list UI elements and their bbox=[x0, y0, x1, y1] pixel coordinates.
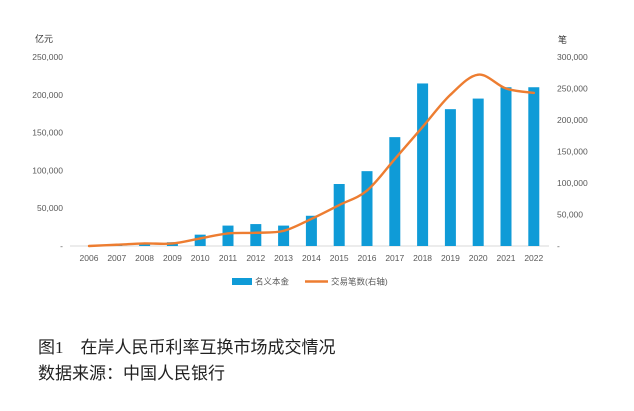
right-axis-tick-label: 100,000 bbox=[557, 178, 588, 188]
x-axis: 2006 2007 2008 2009 2010 2011 2012 2013 2014 2015… bbox=[80, 253, 544, 263]
right-axis-tick-label: 50,000 bbox=[557, 210, 583, 220]
bar bbox=[222, 225, 234, 246]
right-axis-tick-label: 250,000 bbox=[557, 84, 588, 94]
legend-label-trades: 交易笔数(右轴) bbox=[331, 277, 388, 287]
x-axis-tick-label: 2017 bbox=[385, 253, 404, 263]
line-point bbox=[310, 217, 313, 221]
x-axis-tick-label: 2022 bbox=[524, 253, 543, 263]
figure-label: 图1 bbox=[38, 338, 64, 357]
line-points bbox=[87, 73, 535, 248]
line-point bbox=[226, 232, 230, 235]
right-axis-tick-label: - bbox=[557, 241, 560, 251]
legend: 名义本金 交易笔数(右轴) bbox=[232, 277, 388, 287]
bar bbox=[333, 184, 345, 246]
bar bbox=[472, 98, 484, 246]
x-axis-tick-label: 2020 bbox=[469, 253, 488, 263]
x-axis-tick-label: 2012 bbox=[246, 253, 265, 263]
line-point bbox=[393, 157, 396, 161]
left-axis-unit: 亿元 bbox=[35, 33, 53, 44]
bar bbox=[278, 225, 290, 246]
x-axis-tick-label: 2008 bbox=[135, 253, 154, 263]
bar bbox=[361, 171, 373, 246]
x-axis-tick-label: 2006 bbox=[80, 253, 99, 263]
right-axis-tick-label: 200,000 bbox=[557, 115, 588, 125]
line-point bbox=[115, 243, 118, 246]
x-axis-tick-label: 2009 bbox=[163, 253, 182, 263]
line-point bbox=[449, 93, 452, 96]
line-point bbox=[338, 203, 341, 207]
bar bbox=[444, 109, 456, 246]
left-axis-tick-label: 200,000 bbox=[32, 90, 63, 100]
line-point bbox=[532, 91, 535, 95]
bar bbox=[305, 215, 317, 246]
x-axis-tick-label: 2019 bbox=[441, 253, 460, 263]
right-axis: - 50,000 100,000 150,000 200,000 250,000 300,0… bbox=[557, 52, 588, 251]
line-point bbox=[143, 242, 146, 245]
line-point bbox=[87, 244, 91, 248]
line-point bbox=[254, 231, 257, 234]
x-axis-tick-label: 2007 bbox=[107, 253, 126, 263]
x-axis-tick-label: 2015 bbox=[330, 253, 349, 263]
right-axis-unit: 笔 bbox=[558, 34, 567, 45]
figure-caption: 图1 在岸人民币利率互换市场成交情况 bbox=[38, 338, 336, 358]
bar bbox=[389, 137, 401, 246]
line-point bbox=[477, 73, 480, 76]
line-point bbox=[421, 125, 424, 129]
legend-swatch-notional bbox=[232, 278, 252, 285]
x-axis-tick-label: 2016 bbox=[358, 253, 377, 263]
bar bbox=[500, 87, 512, 247]
x-axis-tick-label: 2013 bbox=[274, 253, 293, 263]
left-axis-tick-label: 150,000 bbox=[32, 128, 63, 138]
left-axis: - 50,000 100,000 150,000 200,000 250,000 bbox=[32, 52, 63, 251]
left-axis-tick-label: - bbox=[60, 241, 63, 251]
line-point bbox=[365, 189, 369, 192]
left-axis-tick-label: 50,000 bbox=[37, 203, 63, 213]
x-axis-tick-label: 2021 bbox=[497, 253, 516, 263]
right-axis-tick-label: 150,000 bbox=[557, 147, 588, 157]
bar bbox=[194, 234, 206, 246]
line-point bbox=[171, 242, 174, 245]
bar-series-notional bbox=[111, 83, 540, 247]
line-point bbox=[199, 237, 202, 240]
x-axis-tick-label: 2014 bbox=[302, 253, 321, 263]
left-axis-tick-label: 100,000 bbox=[32, 165, 63, 175]
x-axis-tick-label: 2018 bbox=[413, 253, 432, 263]
line-point bbox=[282, 229, 285, 232]
figure-source: 数据来源：中国人民银行 bbox=[38, 364, 225, 383]
x-axis-tick-label: 2011 bbox=[219, 253, 238, 263]
bar bbox=[528, 87, 540, 247]
bar bbox=[250, 224, 262, 246]
figure-title: 在岸人民币利率互换市场成交情况 bbox=[80, 338, 336, 357]
right-axis-tick-label: 300,000 bbox=[557, 52, 588, 62]
line-point bbox=[504, 87, 508, 90]
bar bbox=[417, 83, 429, 247]
x-axis-tick-label: 2010 bbox=[191, 253, 210, 263]
left-axis-tick-label: 250,000 bbox=[32, 52, 63, 62]
chart: 亿元 笔 - 50,000 100,000 150,000 200,000 250,000… bbox=[32, 33, 588, 287]
legend-label-notional: 名义本金 bbox=[255, 277, 290, 287]
